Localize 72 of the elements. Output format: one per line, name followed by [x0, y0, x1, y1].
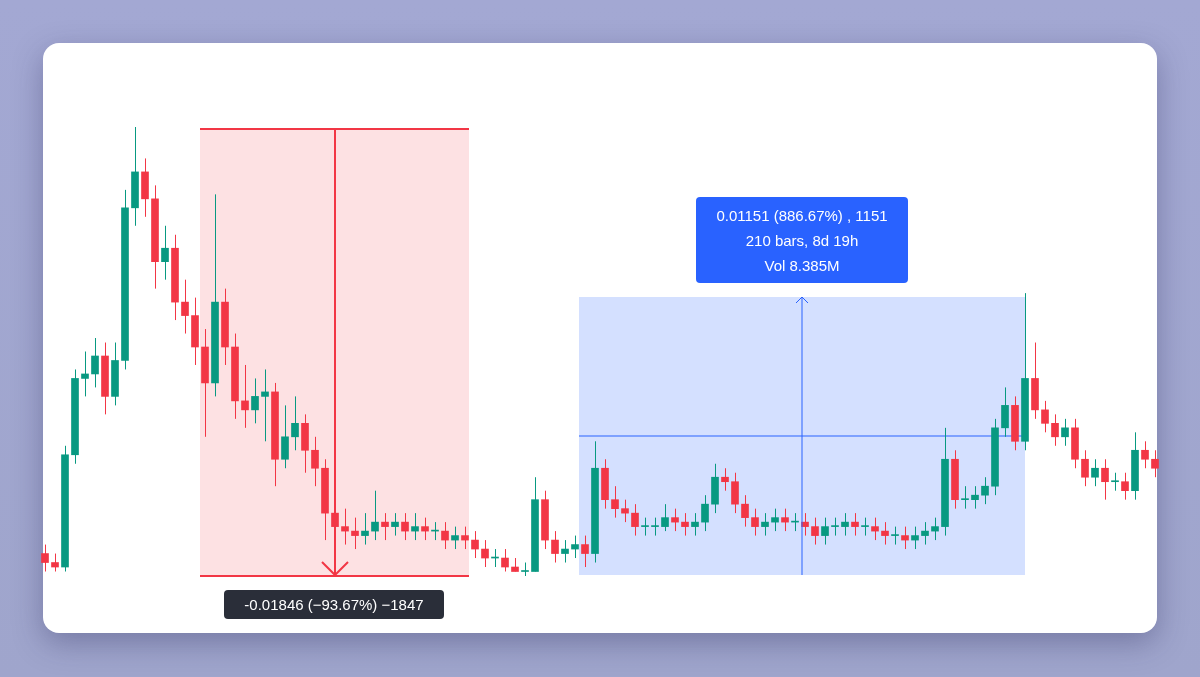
candlestick	[631, 503, 639, 537]
candlestick	[931, 517, 939, 541]
candlestick	[1051, 413, 1059, 447]
candlestick	[181, 279, 189, 335]
candlestick	[441, 521, 449, 550]
candlestick	[691, 512, 699, 537]
candlestick	[621, 499, 629, 523]
candlestick	[461, 526, 469, 550]
candlestick	[421, 517, 429, 541]
candlestick	[381, 512, 389, 541]
candlestick	[251, 377, 259, 424]
candlestick	[661, 503, 669, 532]
candlestick	[451, 526, 459, 550]
candlestick	[41, 544, 49, 573]
candlestick	[1041, 400, 1049, 433]
candlestick	[721, 467, 729, 492]
candlestick	[811, 517, 819, 546]
candlestick	[241, 364, 249, 429]
annotation: 0.01151 (886.67%) , 1151	[715, 206, 889, 226]
candlestick	[1121, 472, 1129, 501]
candlestick	[771, 508, 779, 532]
candlestick	[961, 485, 969, 510]
annotation: Vol 8.385M	[763, 256, 841, 276]
candlestick	[1141, 440, 1149, 469]
candlestick	[1061, 418, 1069, 447]
candlestick	[391, 512, 399, 537]
candlestick	[371, 490, 379, 541]
candlestick	[581, 535, 589, 568]
candlestick	[901, 526, 909, 550]
candlestick	[761, 512, 769, 537]
candlestick	[741, 494, 749, 528]
candlestick	[731, 472, 739, 514]
candlestick	[681, 512, 689, 537]
candlestick	[161, 225, 169, 281]
candlestick	[571, 535, 579, 559]
candlestick	[871, 517, 879, 541]
candlestick	[971, 485, 979, 510]
candlestick	[481, 539, 489, 568]
candlestick	[671, 508, 679, 532]
candlestick	[261, 368, 269, 442]
annotation: 210 bars, 8d 19h	[744, 231, 860, 251]
candlestick	[411, 512, 419, 541]
candlestick	[911, 526, 919, 550]
candlestick	[551, 530, 559, 564]
candlestick	[841, 512, 849, 537]
candlestick	[1001, 386, 1009, 438]
candlestick	[1151, 449, 1159, 478]
candlestick	[311, 436, 319, 487]
candlestick	[881, 521, 889, 546]
candlestick	[351, 517, 359, 550]
candlestick	[341, 508, 349, 546]
candlestick	[501, 548, 509, 573]
candlestick	[401, 512, 409, 541]
candlestick	[91, 337, 99, 388]
candlestick	[821, 517, 829, 546]
candlestick	[561, 539, 569, 564]
candlestick	[291, 395, 299, 451]
candlestick	[1091, 458, 1099, 487]
candlestick	[611, 485, 619, 519]
candlestick	[781, 508, 789, 532]
candlestick	[981, 476, 989, 505]
candlestick	[81, 351, 89, 397]
candlestick	[751, 508, 759, 537]
candlestick	[1101, 458, 1109, 501]
candlestick	[921, 521, 929, 546]
candlestick	[1081, 449, 1089, 487]
candlestick	[701, 494, 709, 532]
candlestick	[471, 530, 479, 559]
text: -0.01846 (−93.67%) −1847	[244, 596, 424, 613]
candlestick	[851, 512, 859, 537]
candlestick	[361, 512, 369, 546]
candlestick	[281, 404, 289, 469]
